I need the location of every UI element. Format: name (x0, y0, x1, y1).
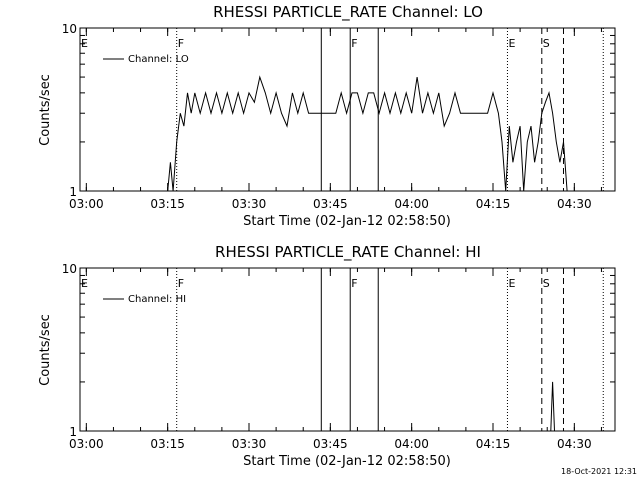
panel-hi-x-tick-label-04-30: 04:30 (557, 437, 592, 451)
panel-lo-x-ticks: 03:00 03:15 03:30 03:45 04:00 04:15 04:30 (69, 28, 602, 211)
panel-lo-x-tick-label-03-00: 03:00 (69, 197, 104, 211)
panel-hi-marker-label-1: F (178, 277, 184, 290)
panel-hi-y-tick-label-10: 10 (62, 262, 77, 276)
panel-lo-x-tick-label-03-15: 03:15 (150, 197, 185, 211)
panel-lo-x-tick-label-04-30: 04:30 (557, 197, 592, 211)
panel-lo-x-axis-label: Start Time (02-Jan-12 02:58:50) (243, 214, 451, 229)
panel-lo-marker-label-1: F (178, 37, 184, 50)
panel-lo-title: RHESSI PARTICLE_RATE Channel: LO (213, 3, 483, 22)
panel-hi-event-markers (79, 268, 604, 431)
panel-lo-x-tick-label-03-30: 03:30 (232, 197, 267, 211)
panel-lo-y-tick-label-1: 1 (69, 185, 77, 199)
panel-hi-marker-label-5: E (508, 277, 515, 290)
panel-lo-marker-label-5: E (508, 37, 515, 50)
footer-timestamp: 18-Oct-2021 12:31 (561, 467, 637, 476)
panel-lo-y-ticks: 1 10 (62, 22, 615, 199)
panel-lo-marker-label-3: F (351, 37, 357, 50)
panel-hi-x-tick-label-04-00: 04:00 (394, 437, 429, 451)
panel-hi-marker-label-3: F (351, 277, 357, 290)
panel-hi-x-tick-label-04-15: 04:15 (476, 437, 511, 451)
panel-hi-x-tick-label-03-45: 03:45 (313, 437, 348, 451)
panel-hi-x-tick-label-03-15: 03:15 (150, 437, 185, 451)
panel-lo-x-tick-label-04-00: 04:00 (394, 197, 429, 211)
panel-hi-x-tick-label-03-00: 03:00 (69, 437, 104, 451)
panel-hi-marker-label-6: S (543, 277, 550, 290)
panel-lo-legend-label: Channel: LO (128, 54, 189, 65)
panel-hi-y-ticks: 1 10 (62, 262, 615, 439)
panel-lo-y-axis-label: Counts/sec (38, 74, 53, 146)
panel-hi-series-line-0 (550, 381, 555, 432)
panel-hi-x-ticks: 03:00 03:15 03:30 03:45 04:00 04:15 04:30 (69, 268, 602, 451)
panel-hi-title: RHESSI PARTICLE_RATE Channel: HI (215, 243, 481, 262)
panel-lo-x-tick-label-04-15: 04:15 (476, 197, 511, 211)
panel-lo-marker-label-6: S (543, 37, 550, 50)
panel-hi-y-tick-label-1: 1 (69, 425, 77, 439)
panel-lo-series-line-0 (167, 75, 568, 192)
panel-hi-x-tick-label-03-30: 03:30 (232, 437, 267, 451)
panel-lo-y-tick-label-10: 10 (62, 22, 77, 36)
panel-lo-series (167, 75, 568, 192)
panel-lo-x-tick-label-03-45: 03:45 (313, 197, 348, 211)
panel-hi-y-axis-label: Counts/sec (38, 314, 53, 386)
panel-hi-x-axis-label: Start Time (02-Jan-12 02:58:50) (243, 454, 451, 469)
panel-hi-series (550, 381, 555, 432)
panel-hi-legend-label: Channel: HI (128, 294, 186, 305)
panel-lo-event-markers (79, 28, 604, 191)
